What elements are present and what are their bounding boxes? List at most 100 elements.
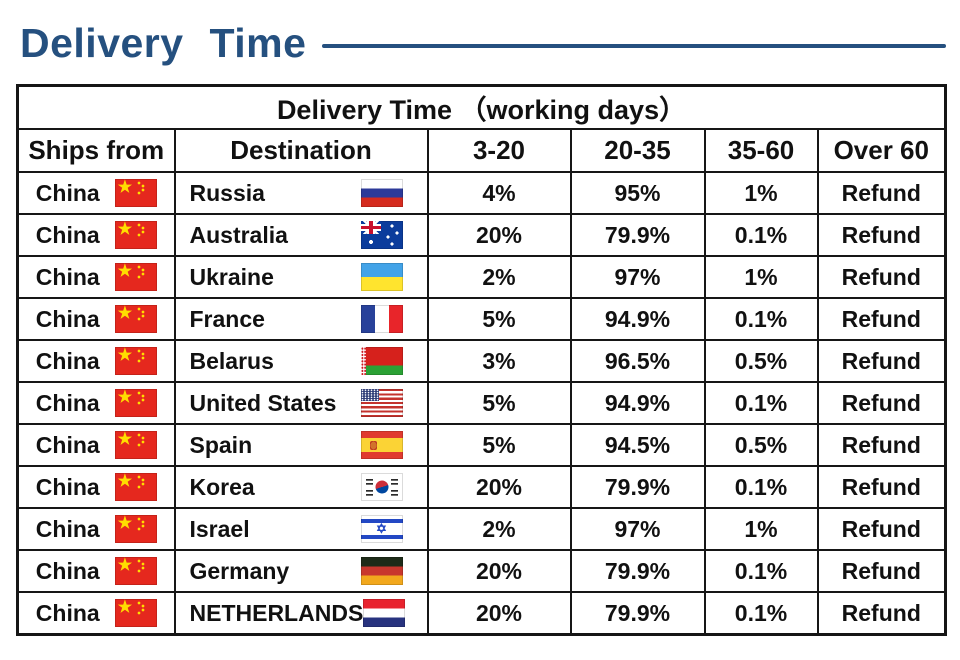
ships-from-cell: China	[16, 255, 176, 299]
destination-cell: France	[173, 297, 429, 341]
destination-label: Australia	[189, 221, 288, 248]
col-header-destination: Destination	[173, 128, 429, 173]
table-caption: Delivery Time （working days）	[16, 84, 947, 130]
table-row: China France 5% 94.9% 0.1% Refund	[16, 297, 947, 341]
flag-icon-china	[114, 557, 157, 585]
flag-icon-china	[114, 179, 157, 207]
table-row: China Israel 2% 97% 1% Refund	[16, 507, 947, 551]
pct-35-60-cell: 0.1%	[703, 591, 819, 636]
destination-cell: Korea	[173, 465, 429, 509]
destination-label: France	[189, 305, 265, 332]
pct-3-20-cell: 20%	[426, 549, 572, 593]
pct-20-35-cell: 94.9%	[569, 297, 706, 341]
pct-3-20-cell: 5%	[426, 297, 572, 341]
destination-label: Belarus	[189, 347, 274, 374]
delivery-time-table: Delivery Time （working days） Ships from …	[16, 84, 948, 636]
destination-label: Russia	[189, 179, 265, 206]
over-60-cell: Refund	[816, 171, 947, 215]
col-header-over-60: Over 60	[816, 128, 947, 173]
pct-20-35-cell: 79.9%	[569, 213, 706, 257]
pct-35-60-cell: 1%	[703, 171, 819, 215]
ships-from-label: China	[35, 221, 100, 248]
ships-from-label: China	[35, 515, 100, 542]
pct-35-60-cell: 1%	[703, 255, 819, 299]
pct-20-35-cell: 94.9%	[569, 381, 706, 425]
destination-cell: Ukraine	[173, 255, 429, 299]
ships-from-cell: China	[16, 549, 176, 593]
destination-label: Ukraine	[189, 263, 274, 290]
destination-label: Israel	[189, 515, 250, 542]
flag-icon-united-states	[360, 389, 403, 417]
pct-3-20-cell: 3%	[426, 339, 572, 383]
pct-3-20-cell: 2%	[426, 255, 572, 299]
pct-35-60-cell: 0.1%	[703, 381, 819, 425]
destination-label: NETHERLANDS	[189, 599, 364, 626]
over-60-cell: Refund	[816, 297, 947, 341]
table-row: China Korea 20% 79.9% 0.1% Refund	[16, 465, 947, 509]
title-divider-line	[322, 44, 946, 48]
over-60-cell: Refund	[816, 381, 947, 425]
table-row: China Spain 5% 94.5% 0.5% Refund	[16, 423, 947, 467]
flag-icon-china	[114, 263, 157, 291]
table-row: China NETHERLANDS 20% 79.9% 0.1% Refund	[16, 591, 947, 636]
ships-from-label: China	[35, 557, 100, 584]
flag-icon-russia	[360, 179, 403, 207]
table-row: China Russia 4% 95% 1% Refund	[16, 171, 947, 215]
pct-35-60-cell: 0.1%	[703, 213, 819, 257]
flag-icon-china	[114, 431, 157, 459]
flag-icon-netherlands	[363, 599, 406, 627]
pct-20-35-cell: 97%	[569, 507, 706, 551]
over-60-cell: Refund	[816, 465, 947, 509]
ships-from-label: China	[35, 389, 100, 416]
page-header: Delivery Time	[0, 0, 960, 70]
pct-20-35-cell: 94.5%	[569, 423, 706, 467]
destination-cell: United States	[173, 381, 429, 425]
pct-35-60-cell: 0.5%	[703, 423, 819, 467]
col-header-ships-from: Ships from	[16, 128, 176, 173]
pct-3-20-cell: 2%	[426, 507, 572, 551]
flag-icon-belarus	[360, 347, 403, 375]
col-header-35-60: 35-60	[703, 128, 819, 173]
ships-from-label: China	[35, 599, 100, 626]
destination-cell: Spain	[173, 423, 429, 467]
pct-3-20-cell: 20%	[426, 465, 572, 509]
col-header-20-35: 20-35	[569, 128, 706, 173]
flag-icon-china	[114, 221, 157, 249]
ships-from-cell: China	[16, 465, 176, 509]
table-row: China Belarus 3% 96.5% 0.5% Refund	[16, 339, 947, 383]
ships-from-label: China	[35, 431, 100, 458]
flag-icon-china	[114, 515, 157, 543]
pct-3-20-cell: 5%	[426, 423, 572, 467]
over-60-cell: Refund	[816, 213, 947, 257]
destination-cell: Russia	[173, 171, 429, 215]
flag-icon-israel	[360, 515, 403, 543]
ships-from-cell: China	[16, 381, 176, 425]
col-header-3-20: 3-20	[426, 128, 572, 173]
flag-icon-france	[360, 305, 403, 333]
destination-label: United States	[189, 389, 337, 416]
pct-35-60-cell: 0.5%	[703, 339, 819, 383]
over-60-cell: Refund	[816, 507, 947, 551]
pct-3-20-cell: 20%	[426, 591, 572, 636]
destination-label: Spain	[189, 431, 253, 458]
ships-from-cell: China	[16, 297, 176, 341]
destination-cell: Belarus	[173, 339, 429, 383]
destination-cell: Israel	[173, 507, 429, 551]
flag-icon-china	[114, 389, 157, 417]
pct-35-60-cell: 0.1%	[703, 297, 819, 341]
pct-20-35-cell: 79.9%	[569, 591, 706, 636]
pct-35-60-cell: 0.1%	[703, 549, 819, 593]
table-row: China United States 5% 94.9% 0.1% Refund	[16, 381, 947, 425]
pct-20-35-cell: 97%	[569, 255, 706, 299]
page-title: Delivery Time	[20, 19, 307, 66]
pct-20-35-cell: 79.9%	[569, 549, 706, 593]
flag-icon-china	[114, 347, 157, 375]
ships-from-label: China	[35, 347, 100, 374]
destination-label: Korea	[189, 473, 255, 500]
flag-icon-china	[114, 305, 157, 333]
destination-cell: Germany	[173, 549, 429, 593]
ships-from-cell: China	[16, 423, 176, 467]
pct-35-60-cell: 1%	[703, 507, 819, 551]
flag-icon-korea	[360, 473, 403, 501]
flag-icon-spain	[360, 431, 403, 459]
